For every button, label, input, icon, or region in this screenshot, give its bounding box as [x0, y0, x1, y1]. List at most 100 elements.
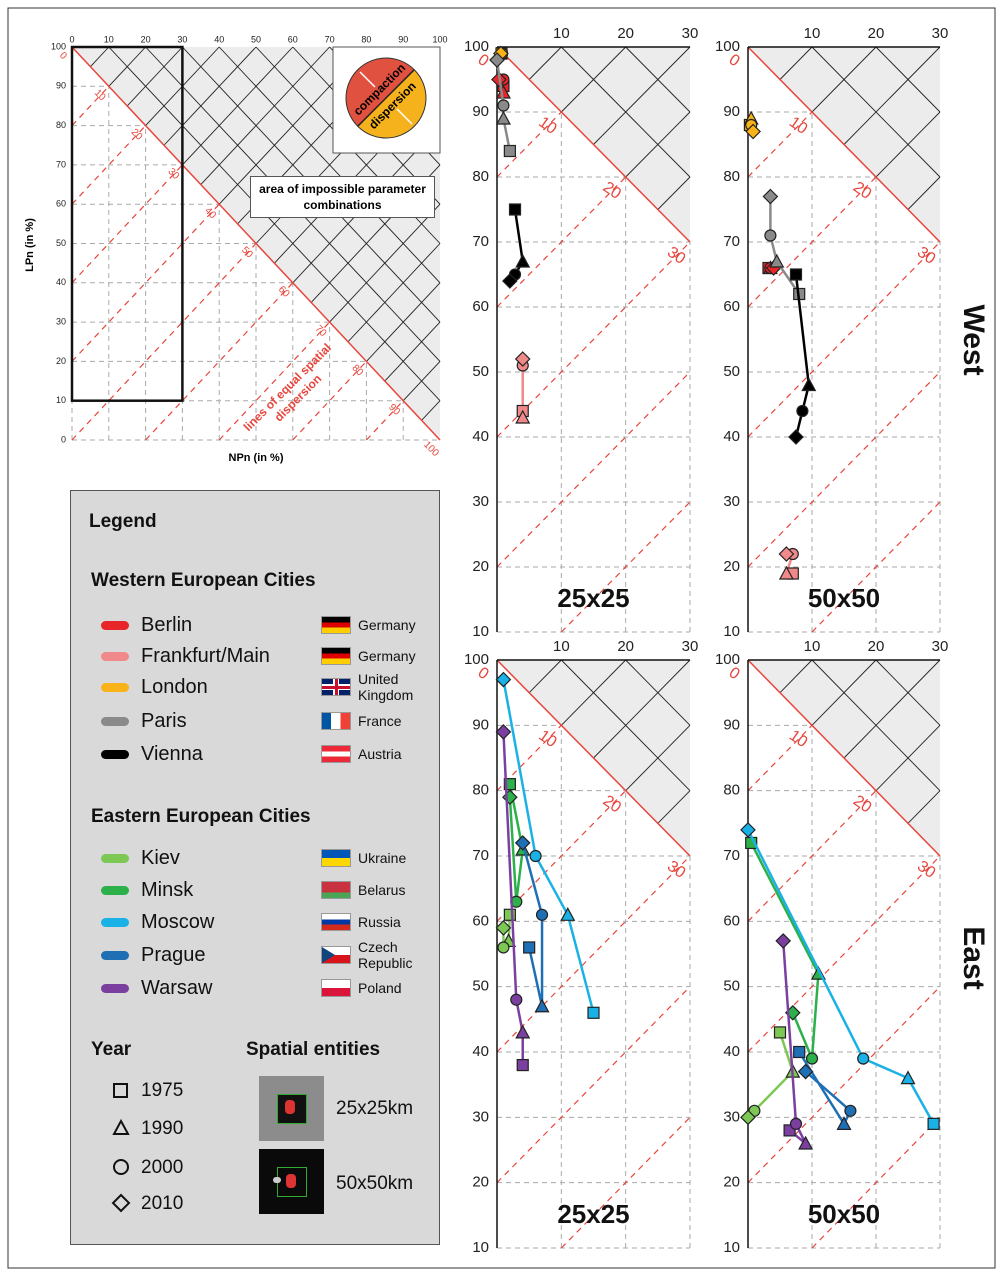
x-tick-label: 30: [177, 34, 187, 44]
region-label: East: [957, 926, 990, 989]
y-tick-label: 20: [472, 558, 489, 575]
y-tick-label: 50: [472, 363, 489, 380]
legend-swatch: [101, 854, 129, 863]
flag: [321, 881, 351, 899]
legend-row: LondonUnited Kingdom: [71, 675, 439, 699]
y-tick-label: 90: [472, 103, 489, 120]
year-marker: [114, 1160, 128, 1174]
legend-row: MoscowRussia: [71, 910, 439, 934]
legend-row: ViennaAustria: [71, 742, 439, 766]
y-tick-label: 10: [723, 623, 740, 640]
country: Germany: [358, 617, 438, 633]
marker-square: [517, 1060, 528, 1071]
x-tick-label: 60: [288, 34, 298, 44]
x-tick-label: 30: [682, 25, 699, 42]
city-name: Paris: [141, 709, 187, 733]
dispersion-line-extension: [497, 372, 690, 567]
entities-title: Spatial entities: [246, 1039, 380, 1061]
marker-triangle: [770, 255, 783, 267]
x-tick-label: 40: [214, 34, 224, 44]
year-label: 2010: [141, 1192, 183, 1216]
y-tick-label: 50: [56, 238, 66, 248]
dispersion-label: 100: [421, 439, 441, 459]
legend-row: WarsawPoland: [71, 976, 439, 1000]
marker-circle: [765, 230, 776, 241]
panel-title: 25x25: [557, 1199, 629, 1229]
page: NPn (in %) LPn (in %) compaction dispers…: [0, 0, 1003, 1276]
city-name: Moscow: [141, 910, 214, 934]
panel-title: 50x50: [808, 583, 880, 613]
dispersion-label: 0: [57, 50, 69, 62]
y-tick-label: 50: [723, 363, 740, 380]
series-line: [748, 1032, 793, 1117]
dispersion-line-extension: [748, 372, 940, 567]
y-tick-label: 30: [723, 493, 740, 510]
dispersion-label: 20: [850, 179, 874, 203]
dispersion-label: 20: [850, 792, 874, 816]
y-tick-label: 80: [472, 168, 489, 185]
marker-square: [524, 942, 535, 953]
y-axis-label: LPn (in %): [24, 218, 36, 272]
x-tick-label: 20: [868, 638, 885, 655]
legend-swatch: [101, 717, 129, 726]
y-tick-label: 90: [723, 716, 740, 733]
flag: [321, 616, 351, 634]
series-line: [783, 941, 805, 1144]
compaction-inset: compaction dispersion: [333, 47, 440, 153]
entity-image: [259, 1149, 324, 1214]
x-tick-label: 20: [868, 25, 885, 42]
legend-group-title: Eastern European Cities: [91, 806, 311, 828]
x-tick-label: 10: [804, 638, 821, 655]
x-tick-label: 10: [553, 638, 570, 655]
x-tick-label: 10: [104, 34, 114, 44]
y-tick-label: 20: [472, 1174, 489, 1191]
legend-swatch: [101, 683, 129, 692]
legend-row: BerlinGermany: [71, 613, 439, 637]
marker-diamond: [496, 725, 510, 739]
marker-circle: [858, 1053, 869, 1064]
flag: [321, 678, 351, 696]
panel-title: 50x50: [808, 1199, 880, 1229]
year-title: Year: [91, 1039, 131, 1061]
flag: [321, 849, 351, 867]
y-tick-label: 80: [723, 168, 740, 185]
y-tick-label: 70: [472, 847, 489, 864]
city-name: Warsaw: [141, 976, 212, 1000]
marker-square: [794, 1047, 805, 1058]
marker-circle: [537, 909, 548, 920]
y-tick-label: 60: [472, 298, 489, 315]
x-tick-label: 20: [617, 638, 634, 655]
city-name: London: [141, 675, 208, 699]
marker-square: [791, 269, 802, 280]
marker-circle: [498, 100, 509, 111]
entity-image: [259, 1076, 324, 1141]
y-tick-label: 80: [472, 782, 489, 799]
y-tick-label: 40: [723, 1043, 740, 1060]
series-line: [523, 843, 542, 1006]
y-tick-label: 70: [723, 847, 740, 864]
marker-circle: [807, 1053, 818, 1064]
legend: Legend Western European Cities BerlinGer…: [70, 490, 440, 1245]
entity-label: 50x50km: [336, 1172, 413, 1196]
flag: [321, 745, 351, 763]
y-tick-label: 10: [56, 395, 66, 405]
y-tick-label: 40: [472, 428, 489, 445]
y-tick-label: 70: [56, 159, 66, 169]
legend-title: Legend: [89, 511, 157, 533]
marker-diamond: [763, 190, 777, 204]
y-tick-label: 20: [56, 356, 66, 366]
x-tick-label: 10: [553, 25, 570, 42]
y-tick-label: 60: [723, 298, 740, 315]
year-marker: [114, 1084, 127, 1097]
legend-row: ParisFrance: [71, 709, 439, 733]
marker-diamond: [503, 790, 517, 804]
legend-swatch: [101, 652, 129, 661]
flag: [321, 913, 351, 931]
panel-title: 25x25: [557, 583, 629, 613]
dispersion-label: 20: [600, 792, 624, 816]
city-name: Minsk: [141, 878, 193, 902]
marker-circle: [845, 1105, 856, 1116]
